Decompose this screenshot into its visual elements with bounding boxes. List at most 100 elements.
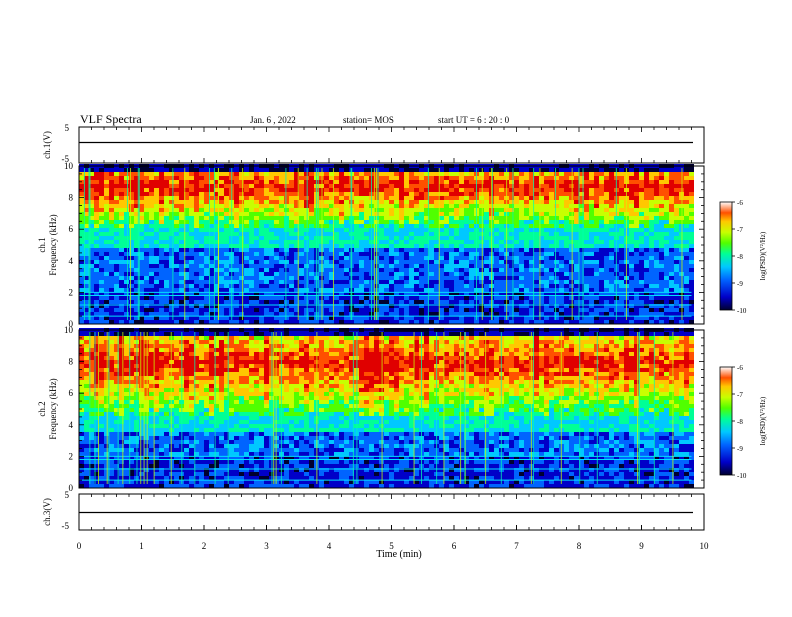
spectrogram-cell xyxy=(544,240,549,244)
spectrogram-cell xyxy=(324,288,329,292)
spectrogram-cell xyxy=(429,204,434,208)
spectrogram-cell xyxy=(109,224,114,228)
spectrogram-cell xyxy=(144,312,149,316)
spectrogram-cell xyxy=(304,300,309,304)
spectrogram-cell xyxy=(554,268,559,272)
spectrogram-cell xyxy=(419,308,424,312)
spectrogram-cell xyxy=(609,212,614,216)
spectrogram-cell xyxy=(284,228,289,232)
spectrogram-cell xyxy=(399,300,404,304)
spectrogram-cell xyxy=(204,300,209,304)
spectrogram-cell xyxy=(189,296,194,300)
spectrogram-cell xyxy=(444,248,449,252)
spectrogram-cell xyxy=(549,228,554,232)
spectrogram-cell xyxy=(244,200,249,204)
spectrogram-cell xyxy=(254,188,259,192)
spectrogram-cell xyxy=(144,216,149,220)
spectrogram-cell xyxy=(149,224,154,228)
spectrogram-cell xyxy=(564,264,569,268)
spectrogram-cell xyxy=(434,268,439,272)
spectrogram-cell xyxy=(604,204,609,208)
spectrogram-cell xyxy=(459,300,464,304)
spectrogram-cell xyxy=(149,204,154,208)
spectrogram-cell xyxy=(344,256,349,260)
spectrogram-cell xyxy=(494,208,499,212)
spectrogram-cell xyxy=(629,232,634,236)
spectrogram-cell xyxy=(524,284,529,288)
spectrogram-cell xyxy=(484,224,489,228)
spectrogram-cell xyxy=(259,300,264,304)
spectrogram-cell xyxy=(104,196,109,200)
spectrogram-cell xyxy=(629,320,634,324)
spectrogram-cell xyxy=(324,184,329,188)
spectrogram-cell xyxy=(289,208,294,212)
spectrogram-cell xyxy=(244,204,249,208)
spectrogram-cell xyxy=(299,172,304,176)
spectrogram-cell xyxy=(559,264,564,268)
spectrogram-cell xyxy=(534,252,539,256)
spectrogram-cell xyxy=(104,308,109,312)
spectrogram-cell xyxy=(259,244,264,248)
spectrogram-cell xyxy=(619,312,624,316)
spectrogram-cell xyxy=(669,244,674,248)
spectrogram-cell xyxy=(594,244,599,248)
spectrogram-cell xyxy=(429,196,434,200)
spectrogram-cell xyxy=(459,284,464,288)
spectrogram-cell xyxy=(304,180,309,184)
spectrogram-cell xyxy=(379,184,384,188)
spectrogram-cell xyxy=(619,296,624,300)
spectrogram-cell xyxy=(569,236,574,240)
spectrogram-cell xyxy=(564,256,569,260)
spectrogram-cell xyxy=(669,180,674,184)
spectrogram-cell xyxy=(204,256,209,260)
spectrogram-cell xyxy=(239,196,244,200)
spectrogram-cell xyxy=(664,212,669,216)
spectrogram-cell xyxy=(164,268,169,272)
spectrogram-cell xyxy=(179,300,184,304)
spectrogram-cell xyxy=(399,224,404,228)
spectrogram-cell xyxy=(274,240,279,244)
spectrogram-cell xyxy=(249,200,254,204)
spectrogram-cell xyxy=(584,184,589,188)
spectrogram-cell xyxy=(574,208,579,212)
spectrogram-cell xyxy=(514,276,519,280)
spectrogram-cell xyxy=(459,216,464,220)
spectrogram-cell xyxy=(649,244,654,248)
spectrogram-cell xyxy=(659,240,664,244)
spectrogram-cell xyxy=(524,280,529,284)
spectrogram-cell xyxy=(404,240,409,244)
spectrogram-cell xyxy=(154,252,159,256)
spectrogram-cell xyxy=(199,220,204,224)
spectrogram-cell xyxy=(194,320,199,324)
spectrogram-cell xyxy=(79,320,84,324)
spectrogram-cell xyxy=(459,252,464,256)
spectrogram-cell xyxy=(409,264,414,268)
spectrogram-cell xyxy=(544,276,549,280)
spectrogram-cell xyxy=(634,288,639,292)
spectrogram-cell xyxy=(79,296,84,300)
spectrogram-cell xyxy=(199,172,204,176)
spectrogram-cell xyxy=(559,256,564,260)
spectrogram-cell xyxy=(264,224,269,228)
spectrogram-cell xyxy=(129,192,134,196)
spectrogram-cell xyxy=(484,280,489,284)
spectrogram-cell xyxy=(384,196,389,200)
spectrogram-cell xyxy=(669,188,674,192)
spectrogram-cell xyxy=(564,244,569,248)
spectrogram-cell xyxy=(409,312,414,316)
spectrogram-cell xyxy=(544,308,549,312)
spectrogram-cell xyxy=(204,284,209,288)
spectrogram-cell xyxy=(549,220,554,224)
spectrogram-cell xyxy=(549,244,554,248)
spectrogram-cell xyxy=(159,228,164,232)
spectrogram-cell xyxy=(429,272,434,276)
spectrogram-cell xyxy=(309,196,314,200)
spectrogram-cell xyxy=(399,320,404,324)
spectrogram-cell xyxy=(324,308,329,312)
spectrogram-cell xyxy=(469,260,474,264)
spectrogram-cell xyxy=(239,288,244,292)
spectrogram-cell xyxy=(204,268,209,272)
spectrogram-cell xyxy=(499,268,504,272)
spectrogram-cell xyxy=(199,280,204,284)
spectrogram-cell xyxy=(354,204,359,208)
